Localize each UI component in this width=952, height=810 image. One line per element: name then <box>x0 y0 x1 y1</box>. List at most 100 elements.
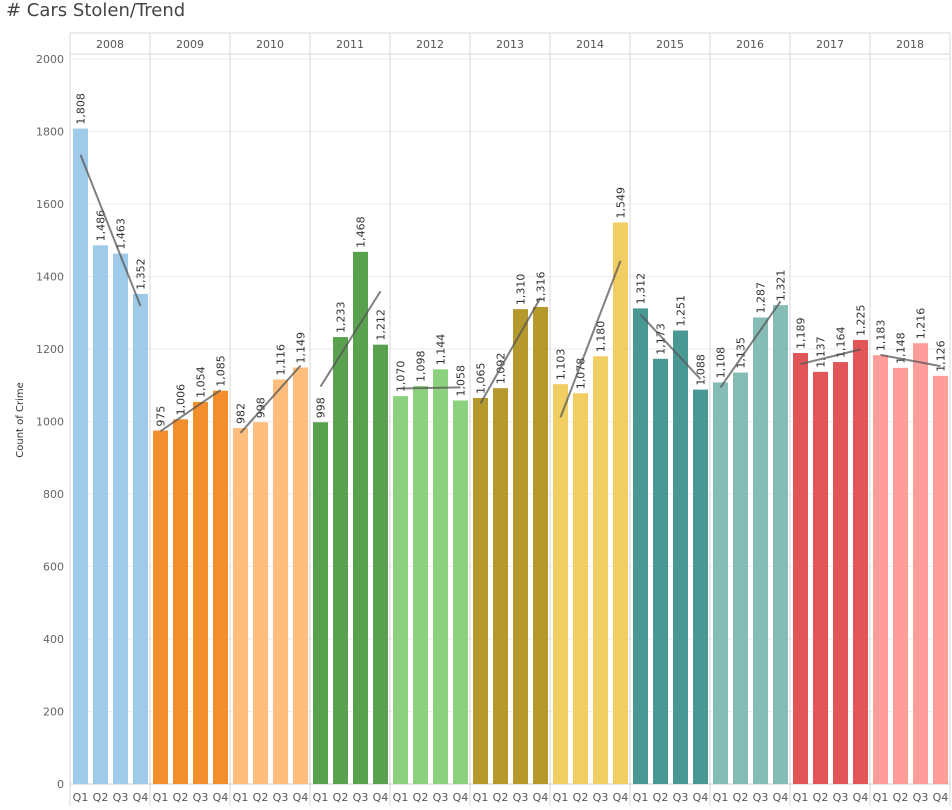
quarter-label: Q4 <box>293 791 309 804</box>
quarter-label: Q2 <box>653 791 669 804</box>
data-label: 1,173 <box>655 323 668 355</box>
bar <box>593 356 608 784</box>
year-header: 2009 <box>176 38 204 51</box>
data-label: 1,549 <box>615 187 628 219</box>
bar <box>453 400 468 784</box>
bar <box>493 388 508 784</box>
quarter-label: Q3 <box>353 791 369 804</box>
data-label: 1,085 <box>215 355 228 387</box>
bar <box>753 317 768 784</box>
bar <box>433 369 448 784</box>
data-label: 1,149 <box>295 332 308 364</box>
bar <box>333 337 348 784</box>
data-label: 998 <box>315 397 328 418</box>
data-label: 1,225 <box>855 304 868 336</box>
quarter-label: Q4 <box>773 791 789 804</box>
data-label: 1,135 <box>735 337 748 369</box>
data-label: 1,216 <box>915 308 928 340</box>
quarter-label: Q3 <box>913 791 929 804</box>
data-label: 1,088 <box>695 354 708 386</box>
quarter-label: Q2 <box>413 791 429 804</box>
quarter-label: Q3 <box>433 791 449 804</box>
data-label: 1,486 <box>95 210 108 242</box>
bar <box>773 305 788 784</box>
quarter-label: Q4 <box>853 791 869 804</box>
year-header: 2014 <box>576 38 604 51</box>
trend-line <box>319 290 382 388</box>
data-label: 1,164 <box>835 327 848 359</box>
bar <box>113 253 128 785</box>
quarter-label: Q1 <box>153 791 169 804</box>
quarter-label: Q1 <box>793 791 809 804</box>
trend-line <box>559 260 622 418</box>
quarter-label: Q3 <box>513 791 529 804</box>
bar <box>893 367 908 784</box>
trend-line <box>880 353 941 368</box>
bar <box>933 375 948 784</box>
quarter-label: Q3 <box>673 791 689 804</box>
bar <box>273 379 288 784</box>
bar <box>793 352 808 784</box>
data-label: 1,070 <box>395 361 408 393</box>
trend-line <box>239 364 302 434</box>
quarter-label: Q4 <box>133 791 149 804</box>
bar <box>533 306 548 784</box>
trend-line <box>79 154 142 307</box>
quarter-label: Q2 <box>173 791 189 804</box>
data-label: 1,137 <box>815 336 828 368</box>
data-label: 1,065 <box>475 362 488 394</box>
year-header: 2018 <box>896 38 924 51</box>
chart-title: # Cars Stolen/Trend <box>6 0 186 21</box>
y-tick-label: 400 <box>43 633 64 646</box>
quarter-label: Q2 <box>93 791 109 804</box>
bar <box>513 309 528 784</box>
bar <box>813 371 828 784</box>
quarter-label: Q1 <box>73 791 89 804</box>
bar <box>73 128 88 785</box>
trend-line <box>719 300 782 388</box>
bar <box>293 367 308 784</box>
bar <box>713 382 728 784</box>
y-tick-label: 800 <box>43 488 64 501</box>
data-label: 1,352 <box>135 258 148 290</box>
quarter-label: Q1 <box>873 791 889 804</box>
quarter-label: Q1 <box>633 791 649 804</box>
year-header: 2015 <box>656 38 684 51</box>
quarter-label: Q2 <box>333 791 349 804</box>
data-label: 1,321 <box>775 270 788 302</box>
bar <box>473 397 488 784</box>
bar <box>213 390 228 784</box>
y-tick-label: 1400 <box>36 271 64 284</box>
bar <box>253 422 268 784</box>
quarter-label: Q1 <box>713 791 729 804</box>
quarter-label: Q3 <box>193 791 209 804</box>
data-label: 1,180 <box>595 321 608 353</box>
y-tick-label: 600 <box>43 561 64 574</box>
bar <box>613 222 628 785</box>
quarter-label: Q3 <box>273 791 289 804</box>
data-label: 1,148 <box>895 332 908 364</box>
bar <box>733 372 748 784</box>
year-header: 2013 <box>496 38 524 51</box>
data-label: 1,808 <box>75 93 88 125</box>
data-label: 1,463 <box>115 218 128 250</box>
data-label: 1,183 <box>875 320 888 352</box>
y-tick-label: 0 <box>57 778 64 791</box>
data-label: 1,144 <box>435 334 448 366</box>
year-header: 2008 <box>96 38 124 51</box>
bar <box>413 385 428 784</box>
data-label: 1,251 <box>675 295 688 327</box>
trend-line <box>159 389 222 433</box>
data-label: 1,468 <box>355 216 368 248</box>
bar <box>833 362 848 784</box>
bar <box>373 344 388 784</box>
data-label: 982 <box>235 403 248 424</box>
data-label: 1,098 <box>415 350 428 382</box>
plot-area: 0 200 400 600 800 1000 1200 1400 1600 1800 2000 200… <box>36 32 951 806</box>
data-label: 1,108 <box>715 347 728 379</box>
bar <box>693 389 708 784</box>
year-header: 2017 <box>816 38 844 51</box>
bar <box>573 393 588 784</box>
quarter-label: Q4 <box>933 791 949 804</box>
